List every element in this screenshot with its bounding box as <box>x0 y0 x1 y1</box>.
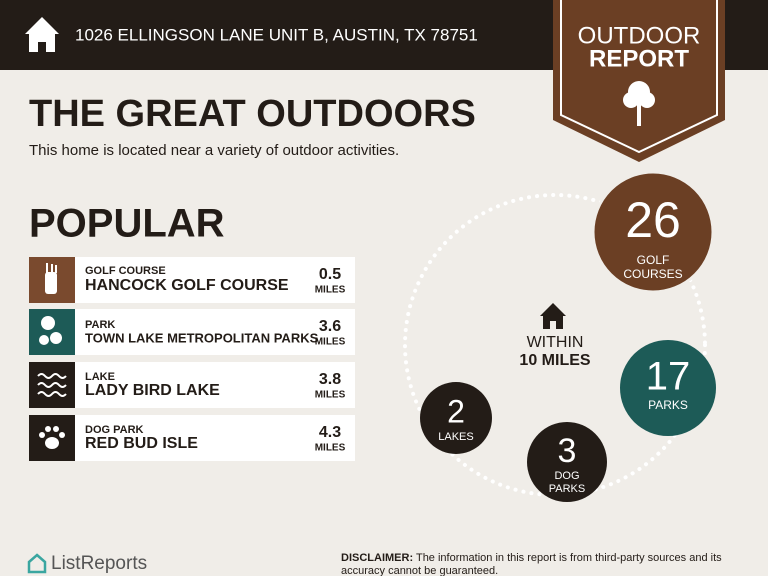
unit: MILES <box>315 285 346 296</box>
stat-label: PARKS <box>549 483 585 495</box>
brand: ListReports <box>51 553 147 574</box>
category: DOG PARK <box>85 424 144 436</box>
distance: 3.8 <box>319 371 341 388</box>
lake-icon <box>37 373 67 397</box>
disclaimer-text: The information in this report is from t… <box>341 552 722 576</box>
row <box>29 309 355 355</box>
place-name: TOWN LAKE METROPOLITAN PARKS <box>85 330 319 345</box>
category: PARK <box>85 319 115 331</box>
center-line1: WITHIN <box>527 334 584 351</box>
stat-count: 26 <box>625 192 681 248</box>
stat-label: LAKES <box>438 431 473 443</box>
category: LAKE <box>85 371 115 383</box>
paw-icon <box>39 426 65 449</box>
stat-circle <box>591 170 715 294</box>
stat-label: DOG <box>554 470 579 482</box>
unit: MILES <box>315 443 346 454</box>
distance: 4.3 <box>319 424 341 441</box>
icon-box <box>29 309 75 355</box>
place-name: RED BUD ISLE <box>85 435 198 452</box>
unit: MILES <box>315 337 346 348</box>
place-name: LADY BIRD LAKE <box>85 382 220 399</box>
home-icon <box>540 303 566 329</box>
row <box>29 257 355 303</box>
disclaimer-label: DISCLAIMER: <box>341 552 414 564</box>
badge-line1: OUTDOOR <box>578 22 701 49</box>
park-icon <box>39 316 62 345</box>
distance: 0.5 <box>319 266 341 283</box>
row <box>29 415 355 461</box>
brand-logo <box>27 553 47 574</box>
stat-label: COURSES <box>623 267 682 281</box>
stat-circle <box>527 422 607 502</box>
golf-icon <box>45 263 57 294</box>
badge-outline <box>560 0 718 154</box>
tree-icon <box>623 81 655 126</box>
title: THE GREAT OUTDOORS <box>29 93 476 135</box>
rows: GOLF COURSE HANCOCK GOLF COURSE 0.5 MILE… <box>29 257 355 461</box>
stat-circle <box>620 340 716 436</box>
stat-label: GOLF <box>637 253 670 267</box>
popular-heading: POPULAR <box>29 202 225 246</box>
place-name: HANCOCK GOLF COURSE <box>85 277 289 294</box>
stat-count: 2 <box>447 393 465 429</box>
distance: 3.6 <box>319 318 341 335</box>
stat-count: 17 <box>646 355 691 399</box>
address: 1026 ELLINGSON LANE UNIT B, AUSTIN, TX 7… <box>75 25 478 44</box>
stat-count: 3 <box>558 432 577 470</box>
center-line2: 10 MILES <box>519 352 590 369</box>
category: GOLF COURSE <box>85 265 166 277</box>
subtitle: This home is located near a variety of o… <box>29 142 399 159</box>
badge-line2: REPORT <box>589 45 689 72</box>
stat-circle <box>420 382 492 454</box>
row <box>29 362 355 408</box>
disclaimer: DISCLAIMER: The information in this repo… <box>341 552 741 576</box>
home-icon <box>25 17 59 52</box>
stat-label: PARKS <box>648 398 688 412</box>
unit: MILES <box>315 390 346 401</box>
